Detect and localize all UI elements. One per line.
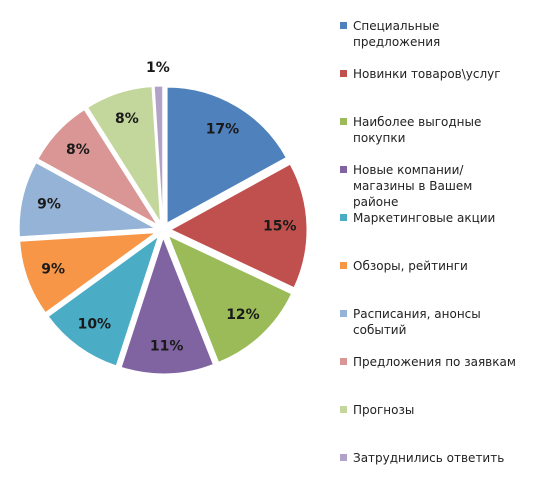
data-label: 15% <box>263 218 297 234</box>
pie-area: 17% 15% 12% 11% 10% 9% 9% 8% 8% 1% <box>18 60 308 375</box>
legend-label: Прогнозы <box>353 403 415 417</box>
legend-item: Новинки товаров\услуг <box>340 66 540 82</box>
legend-item: Обзоры, рейтинги <box>340 258 540 274</box>
pie-slice <box>86 86 162 223</box>
legend-label: Расписания, анонсы событий <box>353 307 481 337</box>
legend-label: Наиболее выгодные покупки <box>353 115 482 145</box>
data-label: 1% <box>146 60 170 76</box>
pie-slice <box>166 86 287 224</box>
data-label: 10% <box>78 316 112 332</box>
pie-slice <box>19 232 158 314</box>
data-label: 9% <box>41 262 65 278</box>
pie-slice <box>169 163 308 289</box>
legend-swatch <box>340 454 347 461</box>
pie-slice <box>47 235 160 367</box>
legend-swatch <box>340 214 347 221</box>
legend-label: Специальные предложения <box>353 19 441 49</box>
legend-swatch <box>340 22 347 29</box>
legend-item: Прогнозы <box>340 402 540 418</box>
legend-swatch <box>340 118 347 125</box>
pie-slice <box>120 236 214 375</box>
legend-swatch <box>340 166 347 173</box>
legend-swatch <box>340 70 347 77</box>
legend-swatch <box>340 262 347 269</box>
data-label: 12% <box>226 307 260 323</box>
legend-swatch <box>340 406 347 413</box>
data-label: 8% <box>115 111 139 127</box>
legend-item: Наиболее выгодные покупки <box>340 114 540 146</box>
legend-item: Предложения по заявкам <box>340 354 540 370</box>
data-label: 8% <box>66 142 90 158</box>
legend-label: Новые компании/магазины в Вашем районе <box>353 163 473 209</box>
legend-item: Расписания, анонсы событий <box>340 306 540 338</box>
legend-label: Предложения по заявкам <box>353 355 516 369</box>
legend-label: Новинки товаров\услуг <box>353 67 501 81</box>
pie-slice <box>153 85 164 223</box>
data-label: 11% <box>150 339 184 355</box>
pie-slice <box>167 234 293 363</box>
legend-swatch <box>340 310 347 317</box>
pie-slice <box>37 109 158 225</box>
legend-label: Маркетинговые акции <box>353 211 496 225</box>
legend-item: Специальные предложения <box>340 18 540 50</box>
pie-slice <box>18 162 157 238</box>
legend-label: Затруднились ответить <box>353 451 505 465</box>
legend-item: Затруднились ответить <box>340 450 540 466</box>
legend-item: Новые компании/магазины в Вашем районе <box>340 162 540 210</box>
legend-label: Обзоры, рейтинги <box>353 259 468 273</box>
data-label: 17% <box>206 121 240 137</box>
legend-swatch <box>340 358 347 365</box>
data-label: 9% <box>37 197 61 213</box>
legend-item: Маркетинговые акции <box>340 210 540 226</box>
